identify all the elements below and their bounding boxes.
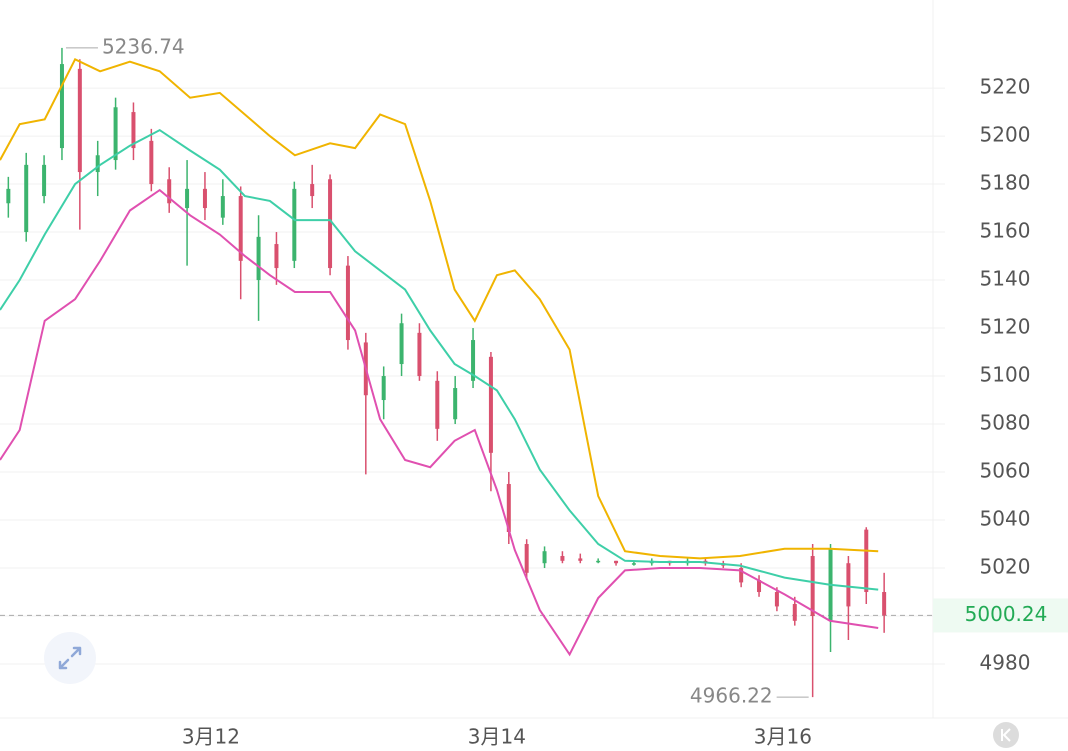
candle-body (6, 188, 11, 204)
low-label: 4966.22 (690, 684, 773, 708)
last-price-label: 5000.24 (965, 602, 1048, 626)
candle-body (542, 551, 547, 564)
candle-body (578, 558, 583, 561)
y-tick-label: 5080 (980, 411, 1031, 435)
y-tick-label: 5200 (980, 123, 1031, 147)
candle-body (488, 356, 493, 453)
candle-body (471, 340, 476, 381)
y-tick-label: 5180 (980, 171, 1031, 195)
candle-body (792, 604, 797, 621)
candle-body (238, 196, 243, 261)
candle-body (310, 184, 315, 197)
x-tick-label: 3月16 (754, 725, 812, 749)
candle-body (882, 592, 887, 616)
y-tick-label: 4980 (980, 651, 1031, 675)
candle-body (381, 376, 386, 401)
y-tick-label: 5220 (980, 75, 1031, 99)
y-tick-label: 5020 (980, 555, 1031, 579)
candle-body (453, 388, 458, 420)
candle-body (524, 544, 529, 573)
candle-body (256, 236, 261, 281)
y-tick-label: 5140 (980, 267, 1031, 291)
y-tick-label: 5060 (980, 459, 1031, 483)
kline-icon (1001, 728, 1011, 742)
candle-body (596, 560, 601, 563)
candle-body (739, 568, 744, 583)
candle-body (274, 244, 279, 269)
candle-body (417, 332, 422, 377)
candle-body (399, 323, 404, 365)
candle-body (149, 140, 154, 185)
high-label: 5236.74 (102, 34, 185, 58)
candle-body (774, 592, 779, 607)
candle-body (24, 164, 29, 233)
candle-body (846, 563, 851, 607)
expand-icon (58, 646, 82, 670)
candle-body (435, 380, 440, 429)
band-line-upper (0, 57, 879, 560)
kline-button[interactable] (993, 722, 1019, 748)
candle-body (131, 112, 136, 149)
candle-body (560, 556, 565, 561)
x-tick-label: 3月14 (468, 725, 526, 749)
candle-body (292, 188, 297, 261)
candle-body (810, 556, 815, 617)
plot-area (0, 47, 887, 698)
candle-body (77, 68, 82, 173)
x-tick-label: 3月12 (182, 725, 240, 749)
grid (0, 87, 945, 665)
candle-body (42, 164, 47, 197)
candle-body (614, 560, 619, 564)
candle-body (167, 179, 172, 204)
candle-body (95, 155, 100, 173)
candle-body (506, 484, 511, 533)
candle-body (202, 188, 207, 209)
expand-button[interactable] (44, 632, 96, 684)
candle-body (113, 107, 118, 161)
y-tick-label: 5040 (980, 507, 1031, 531)
band-line-lower (0, 188, 879, 657)
last-price-tag (933, 598, 1068, 633)
candle-body (185, 188, 190, 209)
y-tick-label: 5160 (980, 219, 1031, 243)
candle-body (345, 265, 350, 341)
candle-body (328, 179, 333, 269)
labels: 4980500050205040506050805100512051405160… (65, 34, 1068, 749)
band-line-middle (0, 128, 879, 591)
y-tick-label: 5100 (980, 363, 1031, 387)
candle-body (864, 529, 869, 593)
candle-body (220, 196, 225, 218)
y-tick-label: 5120 (980, 315, 1031, 339)
candle-body (59, 64, 64, 149)
candle-body (757, 580, 762, 593)
candle-body (631, 563, 636, 565)
